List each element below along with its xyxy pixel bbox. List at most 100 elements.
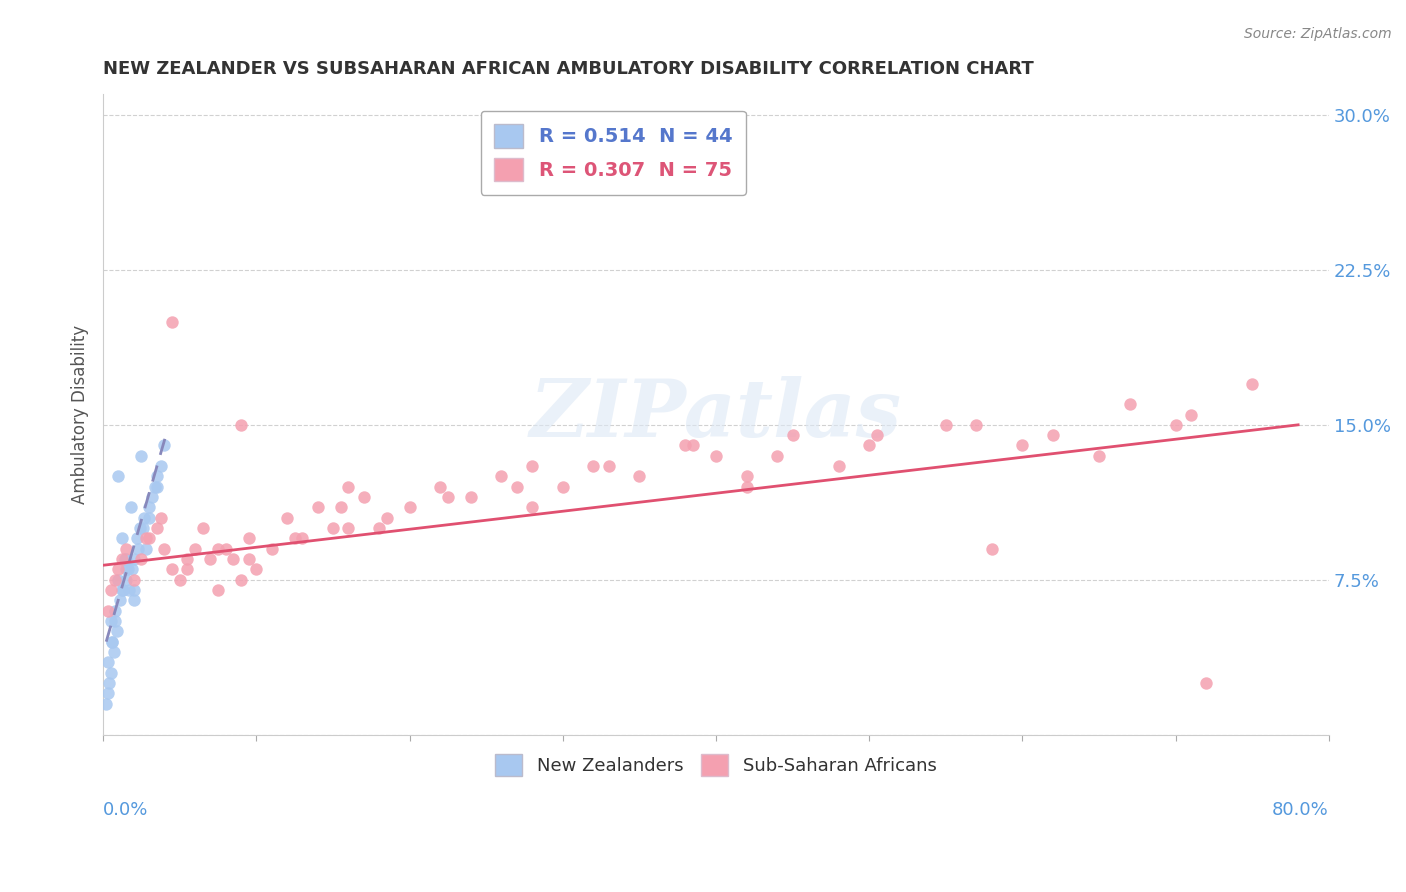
Point	[169, 573, 191, 587]
Point	[129, 521, 152, 535]
Point	[1195, 676, 1218, 690]
Point	[1241, 376, 1264, 391]
Point	[115, 552, 138, 566]
Point	[127, 541, 149, 556]
Point	[104, 573, 127, 587]
Point	[153, 438, 176, 452]
Point	[398, 500, 420, 515]
Point	[107, 562, 129, 576]
Point	[101, 634, 124, 648]
Point	[98, 676, 121, 690]
Point	[291, 532, 314, 546]
Point	[122, 593, 145, 607]
Point	[112, 582, 135, 597]
Point	[135, 541, 157, 556]
Point	[229, 573, 252, 587]
Point	[245, 562, 267, 576]
Point	[105, 624, 128, 639]
Point	[131, 449, 153, 463]
Point	[191, 521, 214, 535]
Text: NEW ZEALANDER VS SUBSAHARAN AFRICAN AMBULATORY DISABILITY CORRELATION CHART: NEW ZEALANDER VS SUBSAHARAN AFRICAN AMBU…	[103, 60, 1033, 78]
Point	[207, 541, 229, 556]
Point	[1042, 428, 1064, 442]
Point	[141, 490, 163, 504]
Point	[276, 510, 298, 524]
Point	[125, 532, 148, 546]
Point	[97, 655, 120, 669]
Point	[160, 562, 183, 576]
Point	[965, 417, 987, 432]
Point	[150, 510, 173, 524]
Point	[207, 582, 229, 597]
Point	[673, 438, 696, 452]
Point	[866, 428, 889, 442]
Point	[329, 500, 352, 515]
Point	[138, 510, 160, 524]
Point	[138, 500, 160, 515]
Point	[337, 521, 360, 535]
Point	[353, 490, 375, 504]
Text: Source: ZipAtlas.com: Source: ZipAtlas.com	[1244, 27, 1392, 41]
Point	[375, 510, 398, 524]
Point	[222, 552, 245, 566]
Point	[131, 552, 153, 566]
Point	[176, 562, 198, 576]
Point	[110, 582, 132, 597]
Point	[782, 428, 804, 442]
Point	[1164, 417, 1187, 432]
Point	[107, 469, 129, 483]
Point	[704, 449, 727, 463]
Point	[307, 500, 329, 515]
Point	[118, 582, 141, 597]
Point	[238, 552, 260, 566]
Point	[1088, 449, 1111, 463]
Point	[121, 562, 143, 576]
Point	[1011, 438, 1033, 452]
Point	[582, 459, 605, 474]
Point	[367, 521, 389, 535]
Point	[980, 541, 1002, 556]
Point	[97, 604, 120, 618]
Point	[429, 480, 451, 494]
Point	[145, 480, 167, 494]
Text: 0.0%: 0.0%	[103, 801, 149, 819]
Y-axis label: Ambulatory Disability: Ambulatory Disability	[72, 325, 89, 504]
Point	[858, 438, 880, 452]
Point	[238, 532, 260, 546]
Point	[598, 459, 620, 474]
Point	[337, 480, 360, 494]
Point	[491, 469, 513, 483]
Point	[100, 614, 122, 628]
Point	[145, 521, 167, 535]
Point	[160, 315, 183, 329]
Point	[143, 480, 166, 494]
Point	[1180, 408, 1202, 422]
Point	[135, 532, 157, 546]
Point	[284, 532, 307, 546]
Point	[735, 480, 758, 494]
Point	[176, 552, 198, 566]
Point	[122, 552, 145, 566]
Point	[229, 417, 252, 432]
Point	[460, 490, 482, 504]
Point	[100, 582, 122, 597]
Point	[100, 665, 122, 680]
Point	[122, 573, 145, 587]
Point	[520, 500, 543, 515]
Point	[134, 510, 156, 524]
Point	[520, 459, 543, 474]
Point	[260, 541, 283, 556]
Point	[107, 573, 129, 587]
Point	[115, 562, 138, 576]
Point	[104, 614, 127, 628]
Point	[551, 480, 574, 494]
Point	[215, 541, 238, 556]
Point	[101, 634, 124, 648]
Point	[682, 438, 704, 452]
Point	[145, 469, 167, 483]
Point	[103, 645, 125, 659]
Point	[766, 449, 789, 463]
Point	[132, 521, 155, 535]
Point	[108, 593, 131, 607]
Point	[735, 469, 758, 483]
